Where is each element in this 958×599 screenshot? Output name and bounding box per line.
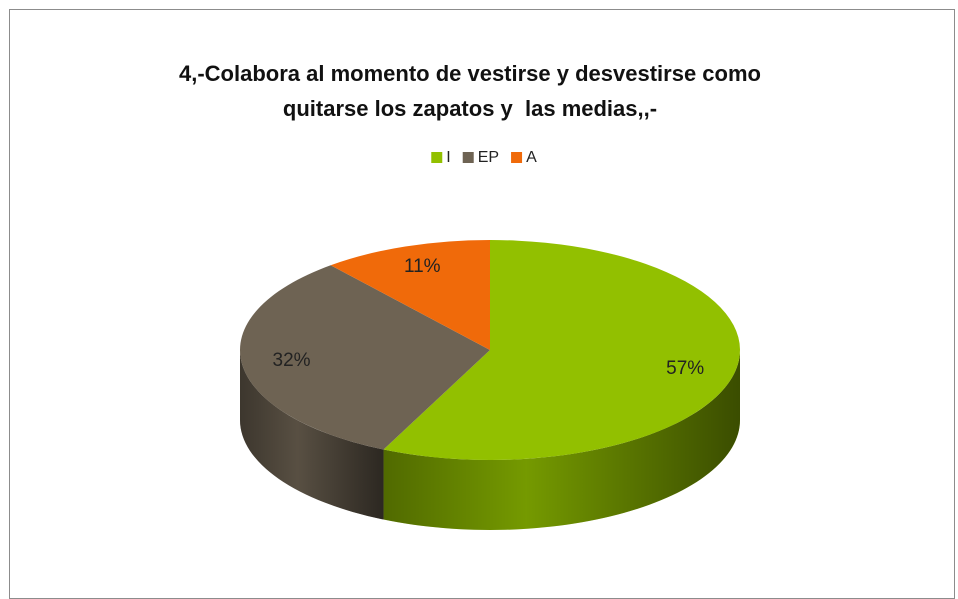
slice-side-shade [383,350,740,531]
slice [330,240,490,350]
legend-label: A [526,149,537,166]
slice [383,240,740,460]
chart-title: 4,-Colabora al momento de vestirse y des… [178,61,768,121]
legend-label: EP [478,149,499,166]
legend-label: I [446,149,450,166]
chart: 57% 32% 11% I EP A [239,149,740,531]
page: {"chart_data": {"type": "pie", "title": … [9,9,955,599]
legend-swatch [462,152,474,163]
data-label: 11% [404,256,441,277]
legend-swatch [511,152,523,163]
legend-swatch [431,152,443,163]
slice [239,265,490,450]
data-label: 57% [666,358,704,379]
slice-side-shade [240,350,384,520]
data-label: 32% [273,350,311,371]
